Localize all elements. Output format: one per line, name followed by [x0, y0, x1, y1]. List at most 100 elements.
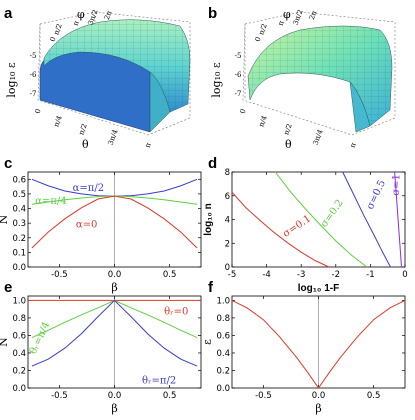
series-annotation-d-3: σ=1 — [391, 174, 403, 196]
series-line-e-2 — [31, 299, 198, 367]
panel-letter-c: c — [4, 155, 12, 172]
series-annotation-d-2: σ=0.5 — [365, 178, 388, 211]
series-annotation-d-1: σ=0.2 — [319, 198, 346, 230]
series-annotation-c-1: α=π/4 — [35, 196, 66, 207]
z-label-a: log₁₀ ε — [5, 62, 18, 97]
theta-ticks-b: 0 π/4 π/2 3π/4 π — [239, 108, 358, 149]
theta-tick-a-4: π — [144, 141, 153, 148]
surface-b-side — [349, 81, 371, 133]
y-tick-label-c-0: 0.0 — [12, 263, 26, 273]
x-tick-label-d-5: 0 — [402, 270, 407, 280]
x-tick-label-d-1: -4 — [262, 270, 270, 280]
theta-tick-b-0: 0 — [239, 108, 248, 115]
z-ticks-b: -7 -6 -5 — [235, 52, 242, 98]
panel-a: a φ 0π/2 π 3π/2 2π -7-6-5 0π/4π/2 3π/4 π log₁… — [4, 5, 191, 151]
panel-letter-a: a — [4, 5, 13, 22]
z-tick-b-1: -6 — [235, 71, 242, 79]
z-tick-a-1: -6 — [30, 71, 37, 79]
theta-tick-b-2: π/2 — [282, 123, 293, 136]
series-annotation-d-0: σ=0.1 — [281, 213, 313, 240]
x-tick-label-d-3: -2 — [332, 270, 340, 280]
series-line-d-3 — [394, 171, 402, 268]
y-tick-label-d-4: 8 — [225, 168, 230, 178]
y-tick-label-f-0: 0.0 — [216, 384, 230, 394]
x-tick-label-f-0: -0.5 — [255, 391, 272, 401]
phi-tick-a-1: π/2 — [52, 23, 63, 36]
y-tick-label-c-5: 0.5 — [12, 190, 26, 200]
x-tick-label-d-2: -3 — [297, 270, 305, 280]
phi-tick-b-1: π/2 — [257, 23, 268, 36]
x-tick-label-f-2: 0.5 — [367, 391, 381, 401]
theta-tick-b-1: π/4 — [257, 114, 269, 128]
theta-tick-b-4: π — [349, 141, 358, 148]
z-tick-a-2: -5 — [30, 52, 37, 60]
theta-tick-a-0: 0 — [34, 108, 43, 115]
y-tick-label-f-3: 0.6 — [216, 331, 230, 341]
chart-e: e -0.5 0.0 0.5 0.0 0.2 0.4 0.6 0.8 1.0 β Nθᵣ=0 θᵣ=π/… — [0, 279, 202, 415]
x-tick-label-d-4: -1 — [366, 270, 374, 280]
y-axis-label-d: log₁₀ n — [203, 203, 214, 236]
series-annotation-e-1: θᵣ=π/4 — [28, 320, 52, 356]
x-axis-label-d: log₁₀ 1-F — [298, 283, 339, 294]
theta-tick-b-3: 3π/4 — [312, 128, 325, 146]
phi-label-b: φ — [283, 8, 291, 21]
series-line-d-1 — [274, 171, 368, 268]
y-tick-label-f-1: 0.2 — [216, 366, 230, 376]
x-tick-label-e-2: 0.5 — [163, 391, 177, 401]
phi-tick-b-0: 0 — [254, 36, 263, 43]
theta-tick-a-3: 3π/4 — [107, 128, 120, 146]
panel-letter-d: d — [208, 155, 217, 172]
z-tick-a-0: -7 — [30, 90, 37, 98]
series-line-c-2 — [31, 195, 198, 249]
phi-tick-a-0: 0 — [49, 36, 58, 43]
z-ticks-a: -7 -6 -5 — [30, 52, 37, 98]
theta-tick-a-2: π/2 — [77, 123, 88, 136]
y-tick-label-f-4: 0.8 — [216, 314, 230, 324]
z-tick-b-0: -7 — [235, 90, 242, 98]
y-tick-label-e-1: 0.2 — [12, 366, 26, 376]
y-tick-label-e-4: 0.8 — [12, 314, 26, 324]
surface-b-box — [242, 11, 396, 136]
panel-letter-b: b — [208, 5, 217, 22]
x-axis-label-e: β — [111, 402, 117, 415]
phi-tick-b-2: π — [277, 19, 286, 26]
y-tick-label-d-1: 2 — [225, 239, 230, 249]
panel-b: b φ 0π/2 π 3π/2 2π -7-6-5 0π/4π/2 3π/4 π log₁… — [208, 5, 396, 151]
series-annotation-e-0: θᵣ=0 — [164, 306, 188, 317]
chart-c: c -0.5 0.0 0.5 0.0 0.1 0.2 0.3 0.4 0.5 0.6 β Nα=π/2 α… — [0, 155, 202, 294]
x-tick-label-e-1: 0.0 — [108, 391, 122, 401]
x-tick-label-c-1: 0.0 — [108, 270, 122, 280]
y-axis-label-f: ε — [201, 339, 214, 345]
surface-a-side — [149, 71, 171, 133]
panel-letter-e: e — [4, 279, 12, 296]
y-tick-label-c-6: 0.6 — [12, 175, 26, 185]
z-tick-b-2: -5 — [235, 52, 242, 60]
y-tick-label-f-5: 1.0 — [216, 296, 230, 306]
y-tick-label-d-2: 4 — [225, 216, 230, 226]
y-tick-label-e-3: 0.6 — [12, 331, 26, 341]
surface-a-mesh — [44, 19, 190, 112]
surface-b-mesh — [248, 26, 392, 126]
y-tick-label-d-3: 6 — [225, 192, 230, 202]
phi-tick-a-4: 2π — [103, 9, 114, 21]
x-tick-label-d-0: -5 — [228, 270, 236, 280]
phi-tick-a-2: π — [72, 19, 81, 26]
series-line-d-0 — [231, 191, 330, 268]
series-line-f-0 — [231, 299, 406, 389]
y-tick-label-c-1: 0.1 — [12, 248, 26, 258]
y-tick-label-c-4: 0.4 — [12, 205, 26, 215]
phi-tick-b-3: 3π/2 — [292, 8, 305, 26]
y-axis-label-c: N — [0, 214, 10, 224]
y-tick-label-d-0: 0 — [225, 263, 230, 273]
series-annotation-c-2: α=0 — [76, 220, 98, 231]
x-tick-label-c-2: 0.5 — [163, 270, 177, 280]
series-annotation-e-2: θᵣ=π/2 — [142, 376, 176, 387]
y-tick-label-c-2: 0.2 — [12, 234, 26, 244]
theta-label-a: θ — [82, 138, 89, 151]
chart-f: f -0.5 0.0 0.5 0.0 0.2 0.4 0.6 0.8 1.0 β ε — [201, 279, 406, 415]
y-tick-label-f-2: 0.4 — [216, 349, 230, 359]
series-line-d-2 — [342, 171, 391, 268]
theta-tick-a-1: π/4 — [52, 114, 64, 128]
